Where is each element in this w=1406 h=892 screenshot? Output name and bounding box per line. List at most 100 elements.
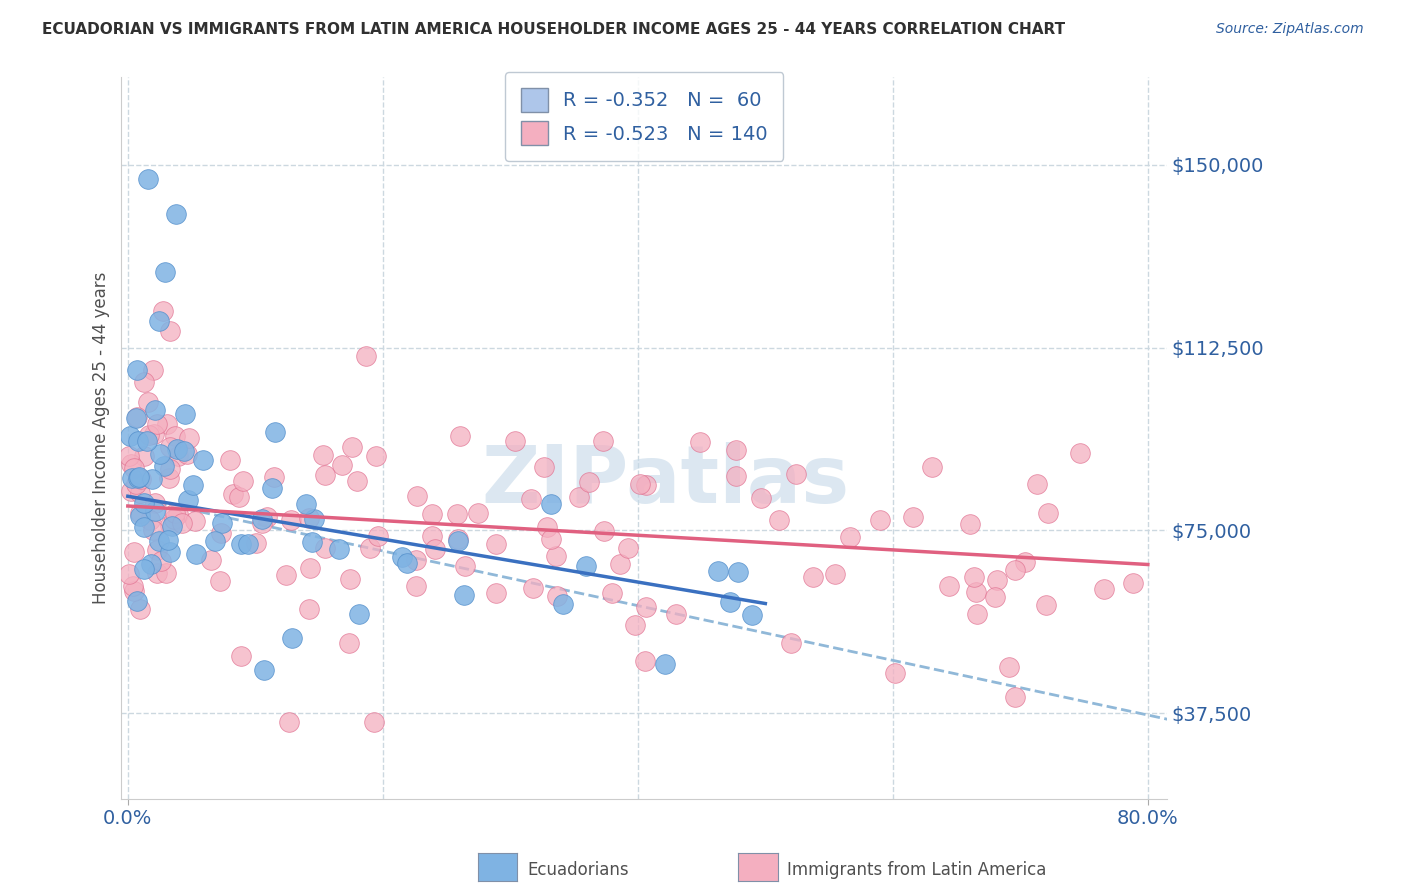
Point xyxy=(118,567,141,582)
Point xyxy=(1035,598,1057,612)
Point xyxy=(263,470,285,484)
Point xyxy=(143,496,166,510)
Text: ZIPatlas: ZIPatlas xyxy=(481,442,849,520)
Point xyxy=(602,585,624,599)
Point xyxy=(219,452,242,467)
Point xyxy=(167,507,190,521)
Point xyxy=(252,516,274,531)
Point xyxy=(546,549,568,564)
Point xyxy=(391,550,413,565)
Point xyxy=(838,530,860,544)
Point xyxy=(634,654,657,668)
Point xyxy=(724,443,747,458)
Point xyxy=(780,636,803,650)
Point xyxy=(229,649,252,664)
Point xyxy=(127,434,149,448)
Point xyxy=(354,349,377,363)
Point xyxy=(229,537,252,551)
Point xyxy=(120,457,142,471)
Point xyxy=(963,570,986,584)
Point xyxy=(312,449,335,463)
Point xyxy=(536,520,558,534)
Point xyxy=(165,428,187,442)
Point xyxy=(163,512,186,526)
Point xyxy=(347,607,370,622)
Point xyxy=(184,547,207,561)
Point xyxy=(446,507,468,521)
Point xyxy=(520,492,543,507)
Point xyxy=(170,516,193,530)
Point xyxy=(467,506,489,520)
Point xyxy=(342,440,364,454)
Point xyxy=(485,586,508,600)
Point xyxy=(142,524,165,538)
Point xyxy=(546,590,568,604)
Point xyxy=(200,553,222,567)
Point xyxy=(222,487,245,501)
Text: Immigrants from Latin America: Immigrants from Latin America xyxy=(787,861,1046,879)
Point xyxy=(998,660,1021,674)
Point xyxy=(134,520,156,534)
Point xyxy=(122,579,145,593)
Point xyxy=(263,425,285,440)
Point xyxy=(132,562,155,576)
Point xyxy=(148,446,170,460)
Point xyxy=(150,554,173,568)
Point xyxy=(125,594,148,608)
Point xyxy=(623,618,645,632)
Point xyxy=(741,607,763,622)
Point xyxy=(824,567,846,582)
Point xyxy=(359,541,381,556)
Point xyxy=(367,529,389,543)
Point xyxy=(707,564,730,578)
Point xyxy=(405,579,427,593)
Point xyxy=(450,428,472,442)
Point xyxy=(177,493,200,508)
Point xyxy=(986,573,1008,587)
Point xyxy=(136,434,159,448)
Point xyxy=(485,537,508,551)
Point xyxy=(636,478,658,492)
Point xyxy=(314,541,336,555)
Point xyxy=(689,434,711,449)
Point xyxy=(177,431,200,445)
Point xyxy=(165,506,187,520)
Point xyxy=(280,513,302,527)
Point xyxy=(921,459,943,474)
Point xyxy=(148,533,170,548)
Point xyxy=(727,566,749,580)
Point xyxy=(122,461,145,475)
Point xyxy=(232,474,254,488)
Point xyxy=(125,411,148,425)
Point xyxy=(1004,690,1026,705)
Point xyxy=(405,489,427,503)
Point xyxy=(298,601,321,615)
Point xyxy=(125,476,148,491)
Point xyxy=(127,409,149,424)
Point xyxy=(209,574,232,589)
Point xyxy=(540,497,562,511)
Point xyxy=(593,524,616,539)
Point xyxy=(160,518,183,533)
Point xyxy=(405,553,427,567)
Point xyxy=(346,474,368,488)
Point xyxy=(339,573,361,587)
Point xyxy=(143,504,166,518)
Point xyxy=(1092,582,1115,597)
Point xyxy=(1069,445,1091,459)
Point xyxy=(567,490,589,504)
Point xyxy=(159,324,181,338)
Point xyxy=(159,545,181,559)
Point xyxy=(420,508,443,522)
Point xyxy=(274,568,297,582)
Point xyxy=(122,544,145,558)
Point xyxy=(173,444,195,458)
Point xyxy=(128,470,150,484)
Point xyxy=(363,715,385,730)
Point xyxy=(785,467,807,481)
Point xyxy=(250,512,273,526)
Point xyxy=(281,631,304,645)
Point xyxy=(141,472,163,486)
Point xyxy=(129,602,152,616)
Point xyxy=(1025,476,1047,491)
